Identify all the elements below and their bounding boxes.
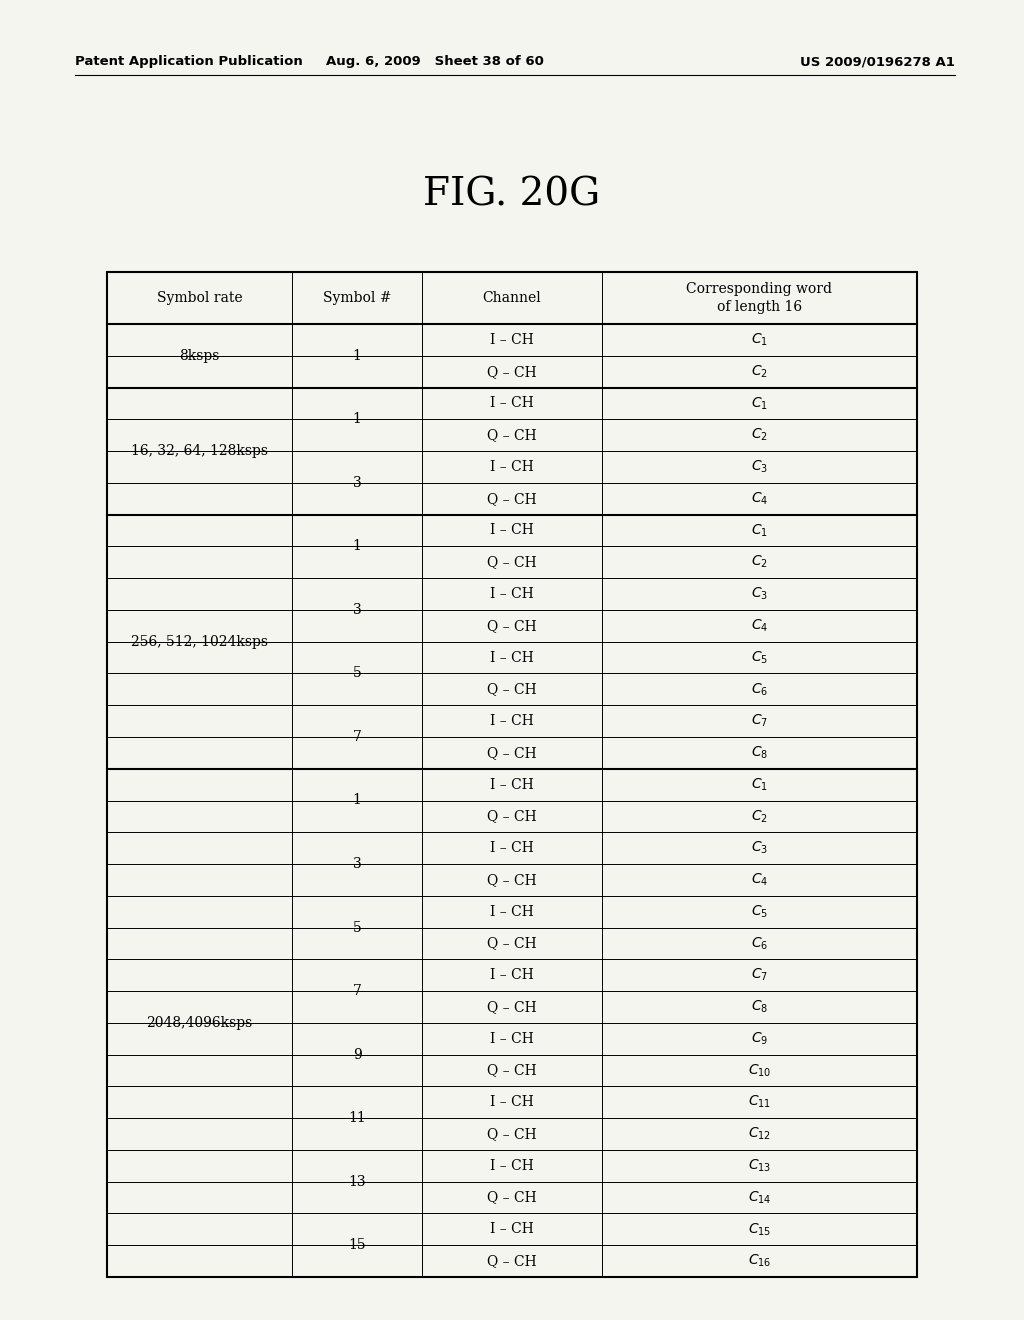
Text: I – CH: I – CH xyxy=(490,459,534,474)
Text: I – CH: I – CH xyxy=(490,524,534,537)
Bar xyxy=(106,272,918,1276)
Text: $C_{3}$: $C_{3}$ xyxy=(751,586,768,602)
Text: 2048,4096ksps: 2048,4096ksps xyxy=(146,1016,253,1030)
Text: Q – CH: Q – CH xyxy=(487,364,537,379)
Text: $C_{1}$: $C_{1}$ xyxy=(751,395,768,412)
Text: 8ksps: 8ksps xyxy=(179,348,220,363)
Text: Channel: Channel xyxy=(482,290,542,305)
Text: 7: 7 xyxy=(352,985,361,998)
Text: $C_{16}$: $C_{16}$ xyxy=(748,1253,771,1270)
Text: 1: 1 xyxy=(352,793,361,808)
Text: 13: 13 xyxy=(348,1175,366,1189)
Text: I – CH: I – CH xyxy=(490,651,534,664)
Text: $C_{13}$: $C_{13}$ xyxy=(748,1158,771,1173)
Text: I – CH: I – CH xyxy=(490,1032,534,1045)
Text: I – CH: I – CH xyxy=(490,968,534,982)
Text: Q – CH: Q – CH xyxy=(487,682,537,697)
Text: Symbol rate: Symbol rate xyxy=(157,290,243,305)
Text: Symbol #: Symbol # xyxy=(323,290,391,305)
Text: 5: 5 xyxy=(352,920,361,935)
Text: Aug. 6, 2009   Sheet 38 of 60: Aug. 6, 2009 Sheet 38 of 60 xyxy=(326,55,544,69)
Text: I – CH: I – CH xyxy=(490,714,534,729)
Text: I – CH: I – CH xyxy=(490,1159,534,1172)
Text: Q – CH: Q – CH xyxy=(487,1064,537,1077)
Text: Q – CH: Q – CH xyxy=(487,556,537,569)
Text: 15: 15 xyxy=(348,1238,366,1253)
Text: $C_{15}$: $C_{15}$ xyxy=(748,1221,771,1238)
Text: Q – CH: Q – CH xyxy=(487,1191,537,1205)
Text: Q – CH: Q – CH xyxy=(487,936,537,950)
Text: Q – CH: Q – CH xyxy=(487,1254,537,1269)
Text: $C_{7}$: $C_{7}$ xyxy=(751,968,768,983)
Text: $C_{12}$: $C_{12}$ xyxy=(748,1126,771,1142)
Text: $C_{3}$: $C_{3}$ xyxy=(751,459,768,475)
Text: I – CH: I – CH xyxy=(490,904,534,919)
Text: $C_{6}$: $C_{6}$ xyxy=(751,936,768,952)
Text: Q – CH: Q – CH xyxy=(487,809,537,824)
Text: 256, 512, 1024ksps: 256, 512, 1024ksps xyxy=(131,635,268,648)
Text: $C_{14}$: $C_{14}$ xyxy=(748,1189,771,1205)
Text: 3: 3 xyxy=(352,603,361,616)
Text: Q – CH: Q – CH xyxy=(487,1001,537,1014)
Text: $C_{7}$: $C_{7}$ xyxy=(751,713,768,729)
Text: 9: 9 xyxy=(352,1048,361,1061)
Text: 3: 3 xyxy=(352,857,361,871)
Text: I – CH: I – CH xyxy=(490,1222,534,1237)
Text: 11: 11 xyxy=(348,1111,366,1125)
Text: Q – CH: Q – CH xyxy=(487,873,537,887)
Text: Corresponding word
of length 16: Corresponding word of length 16 xyxy=(686,281,833,314)
Text: 5: 5 xyxy=(352,667,361,680)
Text: 1: 1 xyxy=(352,348,361,363)
Text: Q – CH: Q – CH xyxy=(487,428,537,442)
Text: 3: 3 xyxy=(352,475,361,490)
Text: I – CH: I – CH xyxy=(490,1096,534,1109)
Text: I – CH: I – CH xyxy=(490,333,534,347)
Text: 1: 1 xyxy=(352,540,361,553)
Text: $C_{4}$: $C_{4}$ xyxy=(751,871,768,888)
Text: $C_{1}$: $C_{1}$ xyxy=(751,331,768,348)
Text: $C_{4}$: $C_{4}$ xyxy=(751,491,768,507)
Text: 1: 1 xyxy=(352,412,361,426)
Text: $C_{2}$: $C_{2}$ xyxy=(751,808,768,825)
Text: $C_{2}$: $C_{2}$ xyxy=(751,426,768,444)
Text: $C_{1}$: $C_{1}$ xyxy=(751,523,768,539)
Text: $C_{9}$: $C_{9}$ xyxy=(751,1031,768,1047)
Text: $C_{8}$: $C_{8}$ xyxy=(751,744,768,762)
Text: $C_{5}$: $C_{5}$ xyxy=(751,903,768,920)
Text: $C_{2}$: $C_{2}$ xyxy=(751,363,768,380)
Text: US 2009/0196278 A1: US 2009/0196278 A1 xyxy=(800,55,955,69)
Text: Q – CH: Q – CH xyxy=(487,1127,537,1140)
Text: $C_{10}$: $C_{10}$ xyxy=(748,1063,771,1078)
Text: FIG. 20G: FIG. 20G xyxy=(424,177,600,214)
Text: Patent Application Publication: Patent Application Publication xyxy=(75,55,303,69)
Text: I – CH: I – CH xyxy=(490,396,534,411)
Text: $C_{3}$: $C_{3}$ xyxy=(751,840,768,857)
Text: 7: 7 xyxy=(352,730,361,744)
Text: $C_{11}$: $C_{11}$ xyxy=(748,1094,771,1110)
Text: 16, 32, 64, 128ksps: 16, 32, 64, 128ksps xyxy=(131,444,268,458)
Text: Q – CH: Q – CH xyxy=(487,746,537,760)
Text: I – CH: I – CH xyxy=(490,841,534,855)
Text: Q – CH: Q – CH xyxy=(487,619,537,632)
Text: $C_{5}$: $C_{5}$ xyxy=(751,649,768,665)
Text: I – CH: I – CH xyxy=(490,777,534,792)
Text: $C_{2}$: $C_{2}$ xyxy=(751,554,768,570)
Text: $C_{1}$: $C_{1}$ xyxy=(751,776,768,793)
Text: $C_{4}$: $C_{4}$ xyxy=(751,618,768,634)
Text: $C_{8}$: $C_{8}$ xyxy=(751,999,768,1015)
Text: I – CH: I – CH xyxy=(490,587,534,601)
Text: $C_{6}$: $C_{6}$ xyxy=(751,681,768,697)
Text: Q – CH: Q – CH xyxy=(487,492,537,506)
